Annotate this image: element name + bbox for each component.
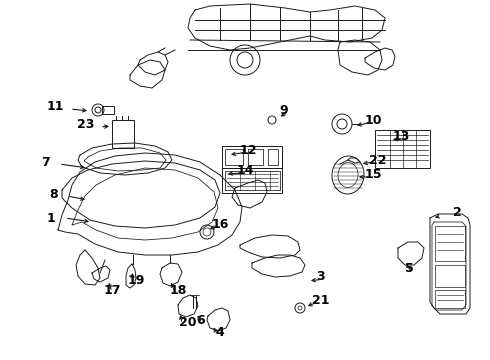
Text: 20: 20: [179, 315, 196, 328]
Text: 22: 22: [369, 153, 387, 166]
Text: 10: 10: [365, 113, 383, 126]
Bar: [102, 106, 114, 114]
Text: 13: 13: [393, 130, 411, 144]
Bar: [435, 265, 465, 287]
Text: 17: 17: [104, 284, 122, 297]
Text: 23: 23: [76, 118, 94, 131]
Text: 12: 12: [240, 144, 258, 157]
Bar: [248, 149, 263, 165]
Text: 14: 14: [237, 165, 254, 177]
Text: 1: 1: [46, 211, 55, 225]
Text: 16: 16: [212, 217, 229, 230]
Text: 7: 7: [41, 156, 50, 168]
Bar: [222, 146, 282, 168]
Text: 6: 6: [196, 315, 205, 328]
Bar: [225, 149, 243, 165]
Bar: [268, 149, 278, 165]
Text: 5: 5: [405, 261, 414, 274]
Text: 9: 9: [279, 104, 288, 117]
Text: 3: 3: [316, 270, 325, 284]
Bar: [225, 171, 280, 190]
Bar: [112, 120, 134, 148]
Text: 19: 19: [128, 274, 146, 287]
Bar: [435, 226, 465, 261]
Text: 11: 11: [47, 100, 64, 113]
Text: 2: 2: [453, 207, 462, 220]
Text: 15: 15: [365, 168, 383, 181]
Bar: [375, 130, 430, 168]
Text: 21: 21: [312, 293, 329, 306]
Text: 8: 8: [49, 188, 58, 201]
Text: 4: 4: [215, 327, 224, 339]
Bar: [435, 290, 465, 308]
Bar: [222, 168, 282, 193]
Text: 18: 18: [170, 284, 187, 297]
